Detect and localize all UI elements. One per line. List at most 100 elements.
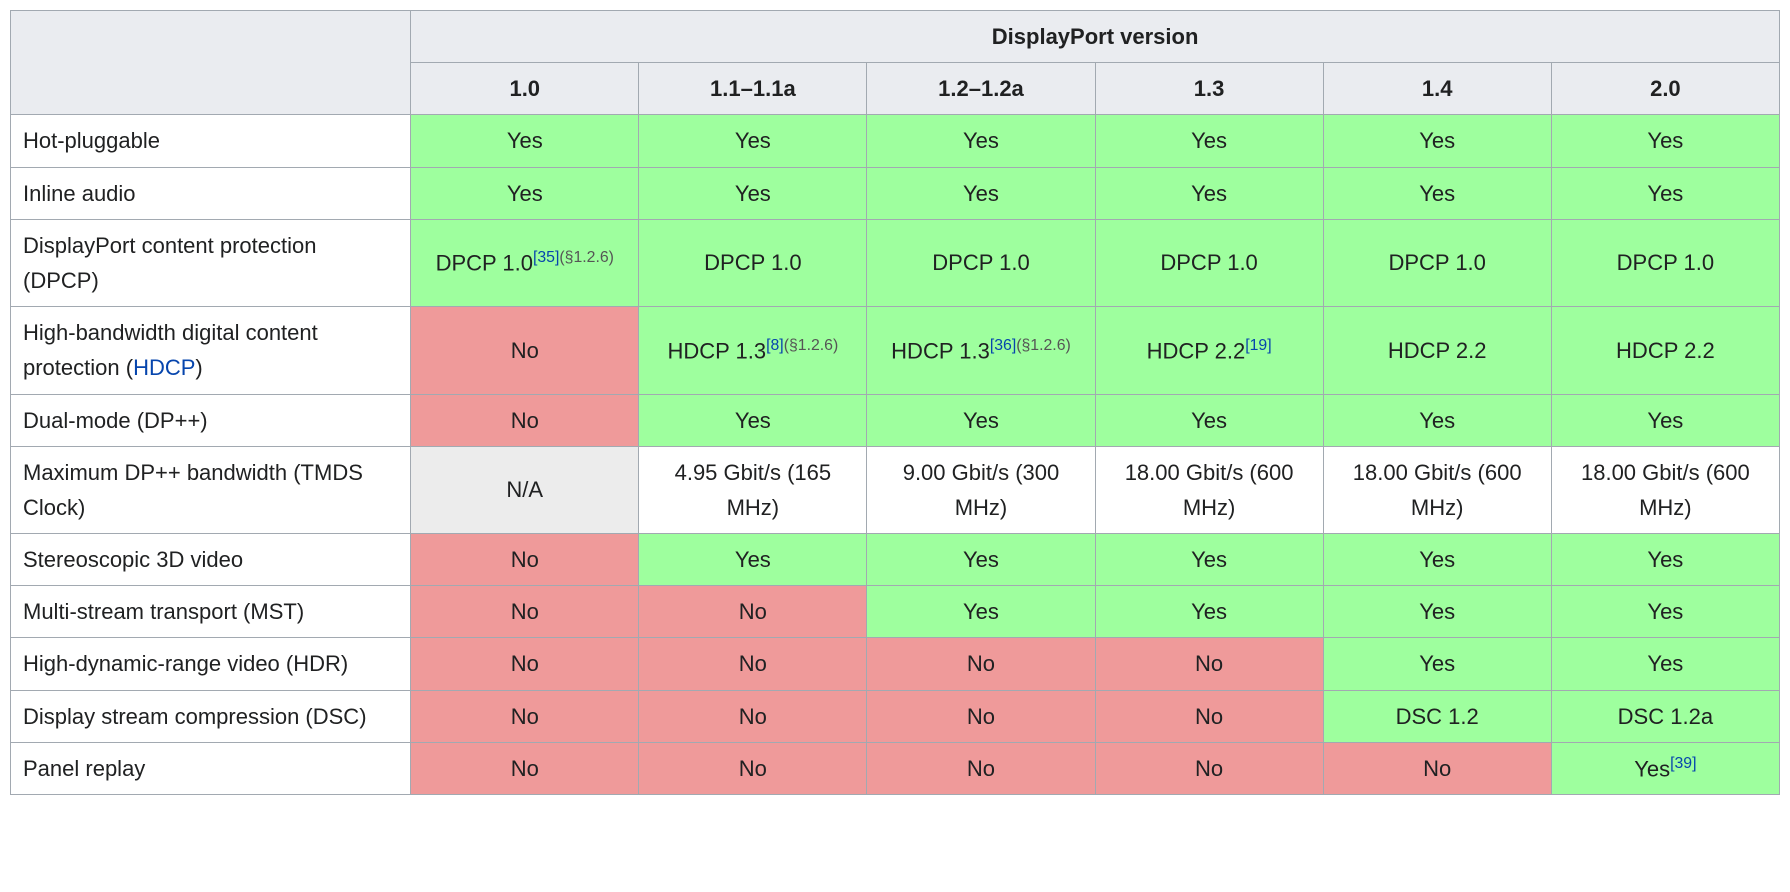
data-cell: No [1095, 638, 1323, 690]
table-row: DisplayPort content protection (DPCP)DPC… [11, 219, 1780, 306]
data-cell: No [411, 307, 639, 394]
data-cell: No [411, 394, 639, 446]
data-cell: DPCP 1.0 [639, 219, 867, 306]
data-cell: Yes [1323, 115, 1551, 167]
version-header: 2.0 [1551, 63, 1779, 115]
displayport-version-table: DisplayPort version 1.01.1–1.1a1.2–1.2a1… [10, 10, 1780, 795]
data-cell: Yes [867, 586, 1095, 638]
data-cell: Yes [1095, 167, 1323, 219]
version-header: 1.1–1.1a [639, 63, 867, 115]
data-cell: No [639, 638, 867, 690]
data-cell: Yes [639, 167, 867, 219]
row-label: Maximum DP++ bandwidth (TMDS Clock) [11, 446, 411, 533]
data-cell: Yes [867, 167, 1095, 219]
row-label: High-dynamic-range video (HDR) [11, 638, 411, 690]
data-cell: HDCP 2.2 [1323, 307, 1551, 394]
data-cell: No [411, 742, 639, 795]
data-cell: Yes [411, 167, 639, 219]
row-label: DisplayPort content protection (DPCP) [11, 219, 411, 306]
data-cell: HDCP 1.3[8](§1.2.6) [639, 307, 867, 394]
data-cell: Yes [411, 115, 639, 167]
data-cell: No [867, 742, 1095, 795]
data-cell: Yes [1323, 638, 1551, 690]
row-label: Hot-pluggable [11, 115, 411, 167]
data-cell: No [1323, 742, 1551, 795]
row-label: Multi-stream transport (MST) [11, 586, 411, 638]
data-cell: N/A [411, 446, 639, 533]
table-body: Hot-pluggableYesYesYesYesYesYesInline au… [11, 115, 1780, 795]
data-cell: No [411, 690, 639, 742]
data-cell: HDCP 2.2 [1551, 307, 1779, 394]
data-cell: 18.00 Gbit/s (600 MHz) [1551, 446, 1779, 533]
data-cell: No [411, 638, 639, 690]
data-cell: 4.95 Gbit/s (165 MHz) [639, 446, 867, 533]
data-cell: HDCP 1.3[36](§1.2.6) [867, 307, 1095, 394]
data-cell: HDCP 2.2[19] [1095, 307, 1323, 394]
data-cell: DPCP 1.0 [1095, 219, 1323, 306]
data-cell: No [639, 690, 867, 742]
data-cell: Yes [639, 394, 867, 446]
data-cell: No [1095, 690, 1323, 742]
table-row: Maximum DP++ bandwidth (TMDS Clock)N/A4.… [11, 446, 1780, 533]
data-cell: Yes [1095, 586, 1323, 638]
data-cell: No [411, 586, 639, 638]
row-label: Display stream compression (DSC) [11, 690, 411, 742]
reference-link[interactable]: [19] [1245, 337, 1271, 354]
data-cell: DPCP 1.0[35](§1.2.6) [411, 219, 639, 306]
data-cell: DSC 1.2a [1551, 690, 1779, 742]
data-cell: Yes [867, 115, 1095, 167]
data-cell: DPCP 1.0 [867, 219, 1095, 306]
table-row: Panel replayNoNoNoNoNoYes[39] [11, 742, 1780, 795]
group-header: DisplayPort version [411, 11, 1780, 63]
data-cell: Yes [1095, 534, 1323, 586]
data-cell: No [639, 742, 867, 795]
table-row: High-bandwidth digital content protectio… [11, 307, 1780, 394]
data-cell: Yes [1551, 167, 1779, 219]
data-cell: No [639, 586, 867, 638]
reference-link[interactable]: [8] [766, 337, 784, 354]
reference-link[interactable]: [36] [990, 337, 1016, 354]
row-label: High-bandwidth digital content protectio… [11, 307, 411, 394]
data-cell: Yes [1551, 638, 1779, 690]
data-cell: DPCP 1.0 [1323, 219, 1551, 306]
data-cell: Yes [1095, 394, 1323, 446]
data-cell: DSC 1.2 [1323, 690, 1551, 742]
version-header: 1.2–1.2a [867, 63, 1095, 115]
data-cell: No [867, 690, 1095, 742]
table-row: Multi-stream transport (MST)NoNoYesYesYe… [11, 586, 1780, 638]
data-cell: Yes [867, 534, 1095, 586]
wiki-link[interactable]: HDCP [133, 355, 195, 380]
data-cell: Yes[39] [1551, 742, 1779, 795]
data-cell: No [1095, 742, 1323, 795]
row-label: Inline audio [11, 167, 411, 219]
data-cell: 18.00 Gbit/s (600 MHz) [1323, 446, 1551, 533]
data-cell: Yes [1323, 394, 1551, 446]
table-header: DisplayPort version 1.01.1–1.1a1.2–1.2a1… [11, 11, 1780, 115]
data-cell: Yes [639, 115, 867, 167]
data-cell: Yes [1551, 586, 1779, 638]
version-header: 1.4 [1323, 63, 1551, 115]
data-cell: 9.00 Gbit/s (300 MHz) [867, 446, 1095, 533]
table-row: Display stream compression (DSC)NoNoNoNo… [11, 690, 1780, 742]
data-cell: Yes [867, 394, 1095, 446]
row-label: Stereoscopic 3D video [11, 534, 411, 586]
table-row: Hot-pluggableYesYesYesYesYesYes [11, 115, 1780, 167]
table-row: Stereoscopic 3D videoNoYesYesYesYesYes [11, 534, 1780, 586]
data-cell: Yes [1323, 534, 1551, 586]
reference-link[interactable]: [39] [1670, 755, 1696, 772]
data-cell: Yes [1323, 167, 1551, 219]
data-cell: Yes [639, 534, 867, 586]
data-cell: Yes [1551, 394, 1779, 446]
data-cell: Yes [1551, 115, 1779, 167]
table-row: High-dynamic-range video (HDR)NoNoNoNoYe… [11, 638, 1780, 690]
version-header: 1.0 [411, 63, 639, 115]
corner-header [11, 11, 411, 115]
data-cell: Yes [1551, 534, 1779, 586]
data-cell: No [867, 638, 1095, 690]
data-cell: 18.00 Gbit/s (600 MHz) [1095, 446, 1323, 533]
data-cell: DPCP 1.0 [1551, 219, 1779, 306]
reference-link[interactable]: [35] [533, 249, 559, 266]
row-label: Dual-mode (DP++) [11, 394, 411, 446]
data-cell: Yes [1323, 586, 1551, 638]
version-header: 1.3 [1095, 63, 1323, 115]
